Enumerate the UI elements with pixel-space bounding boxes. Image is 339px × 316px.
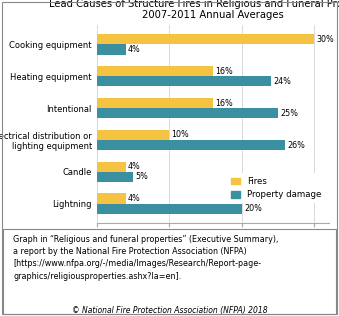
Text: 26%: 26% <box>287 141 305 149</box>
Bar <box>97 98 213 108</box>
Bar <box>97 161 126 172</box>
Bar <box>97 140 285 150</box>
Bar <box>97 172 133 182</box>
Bar <box>97 66 213 76</box>
Text: 16%: 16% <box>215 99 233 107</box>
Text: 20%: 20% <box>244 204 262 213</box>
Text: Graph in “Religious and funeral properties” (Executive Summary),
a report by the: Graph in “Religious and funeral properti… <box>13 235 279 281</box>
Text: 4%: 4% <box>128 45 141 54</box>
Text: 30%: 30% <box>317 35 334 44</box>
Text: 25%: 25% <box>280 109 298 118</box>
Text: 24%: 24% <box>273 77 291 86</box>
Bar <box>97 45 126 55</box>
Text: 16%: 16% <box>215 67 233 76</box>
Text: 4%: 4% <box>128 194 141 203</box>
Bar <box>97 108 278 118</box>
Title: Lead Causes of Structure Fires in Religious and Funeral Properties
2007-2011 Ann: Lead Causes of Structure Fires in Religi… <box>49 0 339 20</box>
Text: 5%: 5% <box>135 172 148 181</box>
Bar <box>97 193 126 204</box>
Text: © National Fire Protection Association (NFPA) 2018: © National Fire Protection Association (… <box>72 306 267 315</box>
FancyBboxPatch shape <box>3 229 336 314</box>
Bar <box>97 34 314 45</box>
Bar <box>97 76 271 87</box>
Bar <box>97 130 169 140</box>
Bar <box>97 204 242 214</box>
Text: 4%: 4% <box>128 162 141 171</box>
Legend: Fires, Property damage: Fires, Property damage <box>228 173 324 203</box>
Text: 10%: 10% <box>171 131 189 139</box>
